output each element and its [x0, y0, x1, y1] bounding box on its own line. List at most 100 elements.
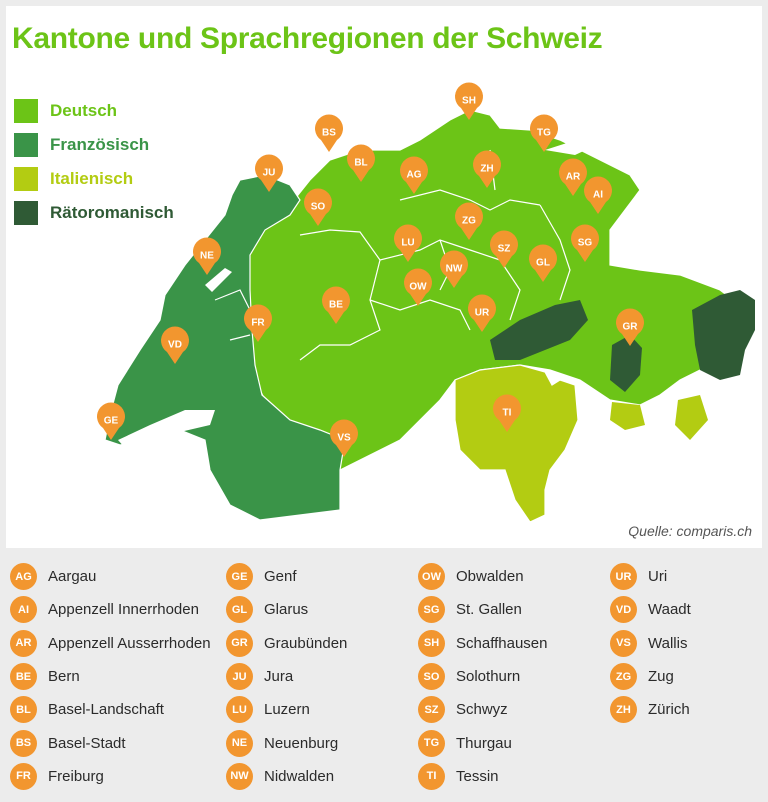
canton-code-badge: BL — [10, 696, 37, 724]
pin-label: SH — [462, 96, 476, 107]
canton-name: Thurgau — [456, 734, 512, 752]
list-item: NW Nidwalden — [226, 760, 347, 793]
pin-ag[interactable]: AG — [400, 156, 428, 194]
list-item: VS Wallis — [610, 627, 691, 660]
canton-code-badge: BE — [10, 663, 37, 691]
region-italienisch-grpos — [675, 395, 708, 440]
list-item: SH Schaffhausen — [418, 627, 547, 660]
canton-code-badge: AI — [10, 596, 37, 624]
canton-code-badge: LU — [226, 696, 253, 724]
pin-label: BS — [322, 128, 336, 139]
canton-code-badge: TI — [418, 762, 445, 790]
canton-code-badge: UR — [610, 563, 637, 591]
pin-label: BL — [354, 158, 367, 169]
pin-ti[interactable]: TI — [493, 394, 521, 432]
canton-column: OW Obwalden SG St. Gallen SH Schaffhausen SO So… — [418, 560, 547, 793]
pin-zg[interactable]: ZG — [455, 202, 483, 240]
map-pin-icon — [493, 394, 521, 432]
pin-label: GL — [536, 258, 550, 269]
pin-label: ZH — [480, 164, 493, 175]
list-item: SG St. Gallen — [418, 593, 547, 626]
pin-label: NE — [200, 251, 214, 262]
region-italienisch — [454, 364, 579, 523]
legend-item: Französisch — [14, 128, 174, 162]
legend-swatch — [14, 167, 38, 191]
pin-sz[interactable]: SZ — [489, 230, 518, 268]
map-pin-icon — [403, 268, 432, 306]
canton-name: Schaffhausen — [456, 634, 548, 652]
pin-be[interactable]: BE — [321, 286, 350, 324]
pin-bl[interactable]: BL — [346, 144, 375, 182]
pin-ur[interactable]: UR — [468, 294, 497, 332]
canton-name: Schwyz — [456, 701, 508, 719]
legend-swatch — [14, 201, 38, 225]
legend-item: Rätoromanisch — [14, 196, 174, 230]
source-note: Quelle: comparis.ch — [628, 523, 752, 539]
map-pin-icon — [346, 144, 375, 182]
pin-lu[interactable]: LU — [394, 224, 423, 262]
canton-name: Appenzell Innerrhoden — [48, 601, 199, 619]
legend-label: Rätoromanisch — [50, 203, 174, 222]
map-pin-icon — [584, 176, 612, 214]
pin-nw[interactable]: NW — [440, 250, 469, 288]
pin-zh[interactable]: ZH — [473, 150, 501, 188]
canton-name: Wallis — [648, 634, 688, 652]
canton-code-badge: GL — [226, 596, 253, 624]
pin-ne[interactable]: NE — [193, 237, 221, 275]
map-pin-icon — [455, 82, 483, 120]
pin-label: BE — [329, 300, 343, 311]
legend: Deutsch Französisch Italienisch Rätoromanis… — [14, 94, 174, 230]
pin-gl[interactable]: GL — [529, 244, 557, 282]
pin-fr[interactable]: FR — [243, 304, 272, 342]
pin-gr[interactable]: GR — [616, 308, 644, 346]
canton-name: Freiburg — [48, 767, 104, 785]
list-item: NE Neuenburg — [226, 726, 347, 759]
list-item: TG Thurgau — [418, 726, 547, 759]
map-pin-icon — [455, 202, 483, 240]
pin-sg[interactable]: SG — [571, 224, 599, 262]
canton-column: GE Genf GL Glarus GR Graubünden JU Jura LU Luzern… — [226, 560, 347, 793]
map-pin-icon — [559, 158, 588, 196]
list-item: AG Aargau — [10, 560, 211, 593]
pin-vd[interactable]: VD — [161, 326, 189, 364]
map-pin-icon — [571, 224, 599, 262]
pin-ar[interactable]: AR — [559, 158, 588, 196]
pin-ai[interactable]: AI — [584, 176, 612, 214]
canton-code-badge: SG — [418, 596, 445, 624]
pin-label: JU — [263, 168, 276, 179]
list-item: GR Graubünden — [226, 627, 347, 660]
canton-name: Glarus — [264, 601, 309, 619]
canton-code-badge: GR — [226, 629, 253, 657]
canton-name: Neuenburg — [264, 734, 339, 752]
pin-tg[interactable]: TG — [530, 114, 559, 152]
canton-code-badge: SZ — [418, 696, 445, 724]
canton-name: Solothurn — [456, 668, 521, 686]
pin-label: OW — [409, 282, 427, 293]
canton-name: Uri — [648, 568, 668, 586]
pin-label: SG — [578, 238, 593, 249]
canton-name: Aargau — [48, 568, 97, 586]
list-item: BS Basel-Stadt — [10, 726, 211, 759]
pin-sh[interactable]: SH — [455, 82, 483, 120]
pin-label: ZG — [462, 216, 476, 227]
switzerland-map: SH BS TG JU BL AG ZH AR AI SO NE ZG LU SZ SG NW GL BE OW FR… — [97, 82, 755, 523]
canton-code-badge: NE — [226, 729, 253, 757]
pin-label: SZ — [498, 244, 511, 255]
pin-so[interactable]: SO — [304, 188, 333, 226]
canton-column: AG Aargau AI Appenzell Innerrhoden AR Appenze… — [10, 560, 211, 793]
pin-ju[interactable]: JU — [255, 154, 283, 192]
list-item: GL Glarus — [226, 593, 347, 626]
pin-label: FR — [251, 318, 265, 329]
pin-label: AR — [566, 172, 581, 183]
canton-name: Jura — [264, 668, 294, 686]
region-raetoromanisch-2 — [610, 335, 642, 392]
pin-vs[interactable]: VS — [330, 419, 359, 457]
map-pin-icon — [97, 402, 125, 440]
canton-code-badge: BS — [10, 729, 37, 757]
map-pin-icon — [473, 150, 501, 188]
pin-ow[interactable]: OW — [403, 268, 432, 306]
pin-ge[interactable]: GE — [97, 402, 125, 440]
pin-bs[interactable]: BS — [314, 114, 343, 152]
list-item: AR Appenzell Ausserrhoden — [10, 627, 211, 660]
